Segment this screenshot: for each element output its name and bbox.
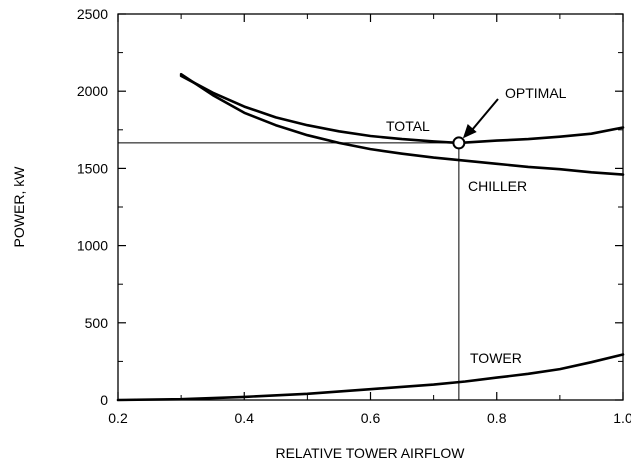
reference-lines: [118, 142, 460, 400]
x-tick-label: 0.8: [487, 410, 507, 426]
series-line-tower: [116, 353, 625, 402]
x-axis-ticks: 0.2 0.4 0.6 0.8 1.0: [108, 14, 631, 426]
y-axis-ticks: 0 500 1000 1500 2000 2500: [77, 6, 623, 408]
y-tick-label: 1500: [77, 160, 108, 176]
series-line-chiller: [179, 72, 625, 176]
series-label-total: TOTAL: [386, 118, 430, 134]
y-axis-title: POWER, kW: [11, 166, 27, 248]
y-tick-label: 2500: [77, 6, 108, 22]
plot-frame: [117, 13, 624, 401]
y-tick-label: 0: [100, 392, 108, 408]
optimal-point-marker: [452, 136, 466, 150]
series-label-chiller: CHILLER: [468, 178, 527, 194]
optimal-arrow-head: [462, 124, 477, 139]
y-tick-label: 500: [85, 315, 109, 331]
series-lines: [116, 72, 625, 402]
x-tick-label: 0.6: [361, 410, 381, 426]
series-line-total: [179, 74, 625, 145]
annotation-marks: [452, 98, 499, 150]
x-tick-label: 0.4: [235, 410, 255, 426]
y-tick-label: 2000: [77, 83, 108, 99]
x-axis-title: RELATIVE TOWER AIRFLOW: [275, 445, 465, 461]
optimal-annotation-label: OPTIMAL: [505, 85, 567, 101]
x-tick-label: 1.0: [613, 410, 631, 426]
y-tick-label: 1000: [77, 238, 108, 254]
x-tick-label: 0.2: [108, 410, 128, 426]
series-label-tower: TOWER: [470, 350, 522, 366]
